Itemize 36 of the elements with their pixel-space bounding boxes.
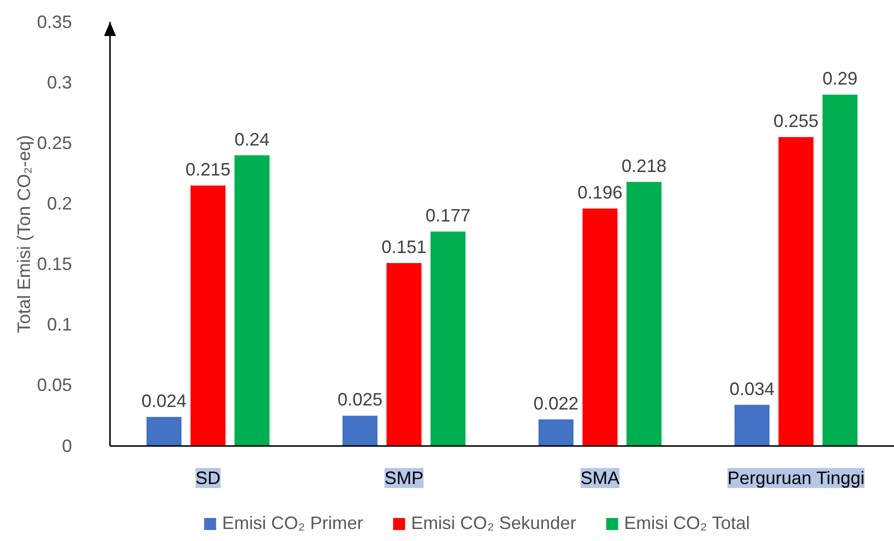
bar: [342, 416, 378, 446]
data-label: 0.29: [822, 68, 858, 89]
y-axis-title: Total Emisi (Ton CO₂-eq): [14, 134, 34, 334]
bar: [582, 208, 618, 446]
data-label: 0.24: [234, 129, 270, 150]
y-tick-label: 0.25: [36, 132, 72, 153]
bar: [626, 182, 662, 446]
bar: [822, 94, 858, 446]
data-label: 0.034: [729, 378, 775, 399]
y-tick-label: 0.2: [46, 193, 72, 214]
y-tick-label: 0.35: [36, 12, 72, 32]
data-label: 0.196: [577, 182, 623, 203]
data-label: 0.215: [185, 160, 231, 180]
data-label: 0.022: [533, 393, 579, 414]
bar: [734, 404, 770, 446]
legend-label: Emisi CO₂ Sekunder: [411, 513, 576, 533]
data-label: 0.255: [773, 111, 819, 132]
y-tick-label: 0.15: [36, 254, 72, 274]
data-label: 0.218: [621, 156, 667, 176]
y-tick-label: 0.1: [46, 314, 72, 335]
bar: [146, 416, 182, 446]
bar: [234, 155, 270, 446]
bar: [430, 232, 466, 446]
y-tick-label: 0.3: [46, 72, 72, 92]
legend-label: Emisi CO₂ Total: [624, 513, 750, 533]
data-label: 0.151: [381, 237, 427, 258]
legend-label: Emisi CO₂ Primer: [222, 513, 364, 533]
data-label: 0.025: [337, 390, 383, 410]
bar: [538, 419, 574, 446]
data-label: 0.177: [425, 206, 471, 226]
y-tick-label: 0: [62, 436, 72, 456]
bar: [190, 186, 226, 446]
bar: [778, 137, 814, 446]
bar: [386, 263, 422, 446]
y-tick-label: 0.05: [36, 375, 72, 396]
data-label: 0.024: [141, 390, 187, 411]
